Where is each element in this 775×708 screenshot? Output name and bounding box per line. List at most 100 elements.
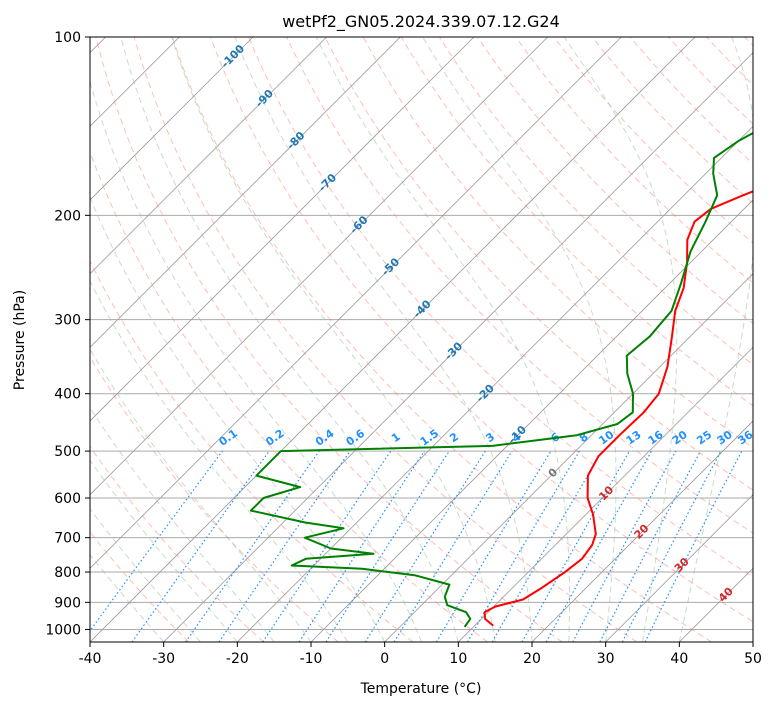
x-axis-title: Temperature (°C) [360, 681, 482, 697]
isotherm-line [458, 346, 753, 642]
dry-adiabat-line [248, 37, 753, 578]
isotherm-label: 40 [716, 584, 736, 604]
x-tick-label: -40 [79, 651, 102, 667]
mixing-ratio-line [185, 450, 320, 642]
mixing-ratio-line [131, 450, 270, 642]
isotherm-label: 20 [632, 521, 652, 541]
isotherm-line [384, 273, 753, 642]
isotherm-label: -30 [442, 339, 465, 362]
moist-adiabat-line [90, 280, 349, 642]
isotherm-line [90, 37, 548, 496]
dry-adiabat-line [171, 37, 712, 642]
mixing-ratio-line [218, 450, 351, 642]
dry-adiabat-line [324, 37, 753, 491]
mixing-ratio-label: 0.1 [217, 427, 240, 449]
y-tick-label: 300 [54, 313, 81, 329]
isotherm-line [90, 37, 327, 275]
isotherm-line [90, 37, 254, 201]
y-tick-label: 1000 [45, 622, 81, 638]
dry-adiabat-line [438, 37, 753, 366]
mixing-ratio-label: 0.2 [263, 427, 286, 449]
isotherm-line [90, 37, 696, 642]
dry-adiabat-line [95, 37, 563, 642]
x-tick-label: 50 [744, 651, 762, 667]
isotherm-line [237, 125, 753, 642]
isotherm-line [310, 199, 753, 642]
y-tick-label: 400 [54, 387, 81, 403]
mixing-ratio-line [521, 450, 631, 642]
isotherm-label: -20 [474, 381, 497, 404]
dry-adiabat-line [744, 37, 753, 47]
mixing-ratio-label: 20 [670, 428, 690, 448]
isotherm-label: -90 [253, 87, 276, 110]
dry-adiabat-line [553, 37, 753, 244]
dry-adiabat-line [133, 37, 638, 642]
mixing-ratio-line [435, 450, 552, 642]
y-tick-label: 500 [54, 444, 81, 460]
x-tick-label: 20 [523, 651, 541, 667]
dry-adiabat-line [90, 531, 190, 642]
dry-adiabat-line [210, 37, 753, 623]
mixing-ratio-label: 1.5 [418, 427, 441, 449]
mixing-ratio-label: 10 [596, 428, 616, 448]
dry-adiabat-line [90, 356, 339, 642]
x-tick-label: 40 [670, 651, 688, 667]
mixing-ratio-line [262, 450, 392, 642]
plot-frame [89, 36, 754, 643]
isotherm-line [605, 494, 753, 642]
mixing-ratio-line [325, 450, 450, 642]
moist-adiabat-line [90, 508, 201, 642]
mixing-ratio-label: 3 [483, 430, 497, 445]
isotherm-label: -40 [411, 297, 434, 320]
isotherm-line [90, 37, 401, 348]
dry-adiabat-line [90, 445, 264, 642]
x-tick-label: 10 [449, 651, 467, 667]
dry-adiabat-line [90, 150, 488, 642]
y-tick-label: 700 [54, 531, 81, 547]
mixing-ratio-line [90, 450, 223, 632]
isotherm-line [531, 420, 753, 642]
y-tick-label: 900 [54, 595, 81, 611]
y-tick-label: 600 [54, 491, 81, 507]
moist-adiabat-line [171, 37, 496, 642]
chart-title: wetPf2_GN05.2024.339.07.12.G24 [282, 12, 560, 32]
moist-adiabat-line [678, 37, 753, 642]
isotherm-line [679, 567, 753, 642]
mixing-ratio-label: 0.4 [313, 427, 337, 449]
x-tick-label: -20 [226, 651, 249, 667]
mixing-ratio-label: 36 [735, 428, 755, 448]
y-axis: 100 200 300 400 500 600 700 800 900 1000 [45, 30, 90, 638]
moist-adiabat-line [234, 37, 533, 642]
moist-adiabat-line [90, 348, 312, 642]
isotherm-label: 10 [596, 483, 616, 503]
temperature-profile-line [483, 190, 753, 627]
mixing-ratio-line [298, 450, 425, 642]
moist-adiabat-line [422, 37, 617, 642]
mixing-ratio-line [644, 450, 743, 642]
mixing-ratio-label: 16 [646, 428, 666, 448]
mixing-ratio-label: 25 [694, 428, 714, 447]
isotherm-label: 0 [546, 465, 561, 480]
mixing-ratio-label: 0.6 [344, 427, 368, 449]
x-tick-label: 30 [597, 651, 615, 667]
dry-adiabat-line [515, 37, 753, 284]
isotherm-line [90, 37, 475, 422]
sounding-profiles [249, 131, 753, 628]
moist-adiabat-line [90, 406, 275, 642]
background-lines [90, 37, 753, 642]
y-axis-title: Pressure (hPa) [12, 290, 28, 390]
dry-adiabat-line [706, 37, 753, 86]
x-tick-label: -30 [152, 651, 175, 667]
mixing-ratio-label: 2 [447, 430, 461, 445]
mixing-ratio-line [545, 450, 653, 642]
isotherm-line [752, 641, 753, 642]
moist-adiabat-line [563, 37, 678, 642]
moist-adiabat-line [90, 459, 238, 642]
dry-adiabat-line [591, 37, 753, 204]
moist-adiabat-line [90, 196, 386, 642]
mixing-ratio-line [599, 450, 702, 642]
mixing-ratio-line [393, 450, 513, 642]
isotherm-line [163, 52, 753, 642]
mixing-ratio-label: 1 [389, 430, 403, 445]
